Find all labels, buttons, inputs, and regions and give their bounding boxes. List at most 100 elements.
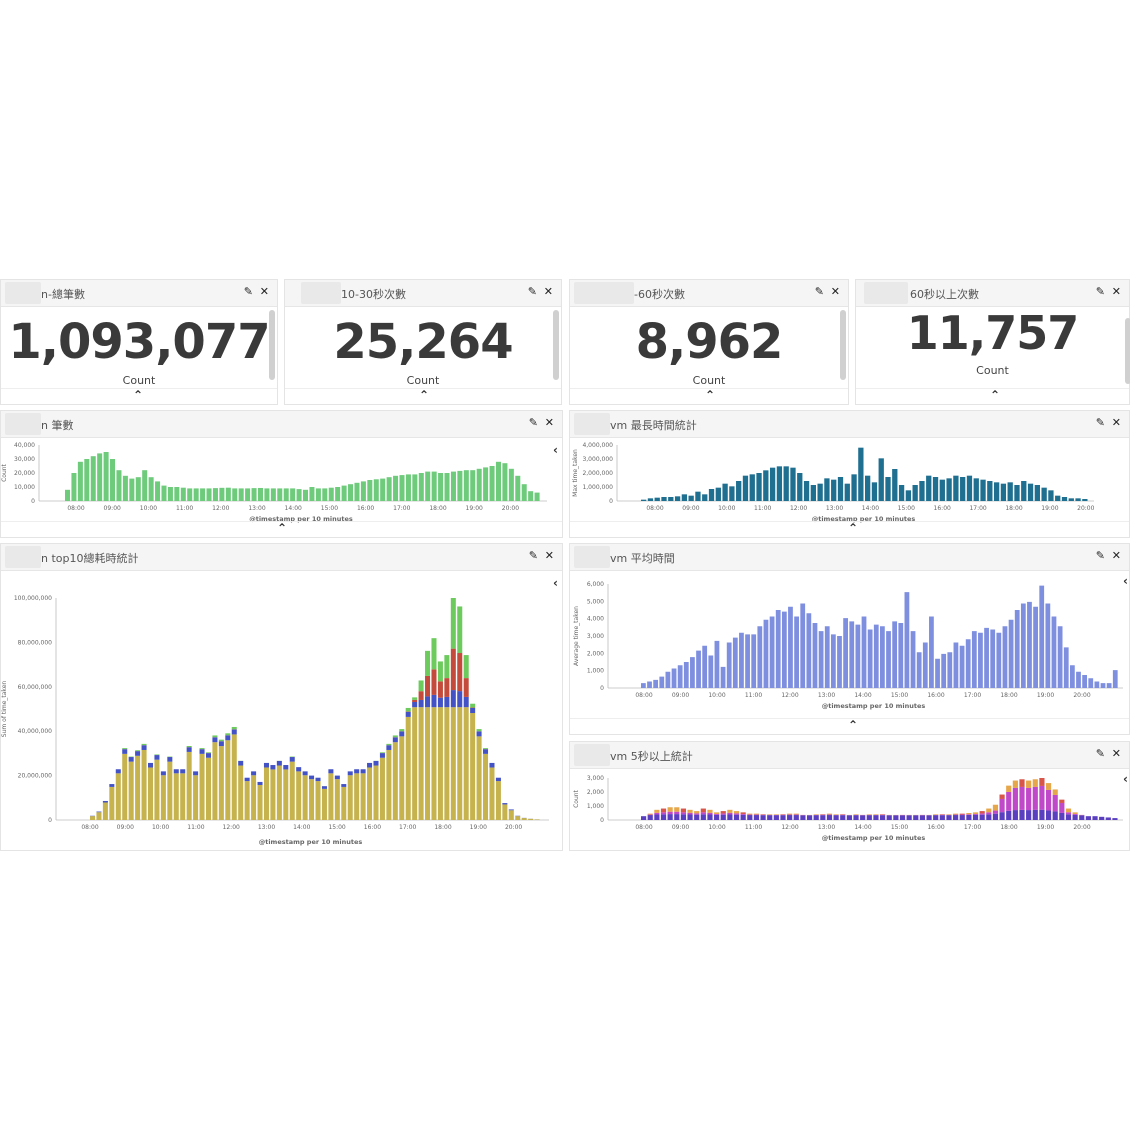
bar: [844, 483, 850, 501]
panel-title: n top10總耗時統計: [41, 552, 139, 565]
bar-segment: [476, 731, 482, 737]
bar-segment: [412, 707, 418, 820]
pencil-icon[interactable]: ✎: [1095, 285, 1105, 298]
close-icon[interactable]: ✕: [544, 416, 554, 429]
bar-segment: [707, 812, 713, 815]
panel-title: vm 平均時間: [610, 552, 675, 565]
bar: [966, 475, 973, 501]
bar: [1088, 678, 1094, 688]
bar: [212, 488, 218, 501]
scrollbar[interactable]: [269, 310, 275, 380]
bar-segment: [694, 811, 700, 814]
bar: [904, 592, 910, 688]
panel-footer-divider: [570, 521, 1129, 522]
y-tick-label: 4,000: [587, 616, 604, 623]
bar: [155, 481, 161, 501]
bar-segment: [360, 769, 366, 774]
bar-segment: [289, 757, 295, 762]
chevron-up-icon[interactable]: ⌃: [848, 521, 859, 535]
bar-segment: [840, 814, 846, 815]
chevron-up-icon[interactable]: ⌃: [277, 521, 288, 535]
bar-segment: [1072, 812, 1078, 814]
bar: [984, 627, 989, 688]
bar-segment: [238, 765, 244, 820]
bar-segment: [102, 802, 108, 820]
close-icon[interactable]: ✕: [1111, 747, 1121, 760]
pencil-icon[interactable]: ✎: [528, 549, 538, 562]
close-icon[interactable]: ✕: [830, 285, 840, 298]
close-icon[interactable]: ✕: [543, 285, 553, 298]
bar-segment: [122, 749, 128, 754]
bar-segment: [109, 784, 115, 787]
bar-segment: [1039, 785, 1045, 810]
bar-segment: [740, 813, 746, 815]
bar: [775, 610, 781, 688]
bar-segment: [199, 753, 205, 820]
x-tick-label: 09:00: [117, 824, 134, 831]
bar-segment: [437, 681, 443, 698]
scrollbar[interactable]: [840, 310, 846, 380]
bar-segment: [1085, 816, 1091, 820]
chevron-left-icon[interactable]: ‹: [1123, 772, 1128, 786]
pencil-icon[interactable]: ✎: [1095, 549, 1105, 562]
chevron-up-icon[interactable]: ⌃: [705, 388, 716, 402]
bar-segment: [654, 812, 660, 815]
bar-segment: [1019, 786, 1025, 810]
x-tick-label: 11:00: [745, 824, 762, 831]
x-tick-label: 09:00: [672, 692, 689, 699]
close-icon[interactable]: ✕: [1111, 416, 1121, 429]
bar: [251, 488, 257, 501]
close-icon[interactable]: ✕: [544, 549, 554, 562]
x-tick-label: 13:00: [258, 824, 275, 831]
pencil-icon[interactable]: ✎: [1095, 416, 1105, 429]
panel-title: 60秒以上次數: [910, 288, 979, 301]
bar: [878, 458, 884, 501]
bar-segment: [283, 769, 289, 820]
close-icon[interactable]: ✕: [1111, 285, 1121, 298]
bar-segment: [840, 815, 846, 820]
scrollbar[interactable]: [553, 310, 559, 380]
bar: [412, 474, 418, 501]
x-tick-label: 18:00: [429, 505, 446, 512]
bar: [898, 485, 905, 501]
scrollbar[interactable]: [1125, 318, 1130, 384]
bar: [769, 616, 775, 688]
bar-segment: [463, 678, 469, 697]
chevron-left-icon[interactable]: ‹: [553, 576, 558, 590]
pencil-icon[interactable]: ✎: [527, 285, 537, 298]
bar: [818, 631, 824, 688]
chevron-left-icon[interactable]: ‹: [1123, 574, 1128, 588]
chevron-up-icon[interactable]: ⌃: [990, 388, 1001, 402]
bar-segment: [1039, 809, 1045, 820]
panel-header: vm 5秒以上統計 ✎ ✕: [570, 742, 1129, 769]
pencil-icon[interactable]: ✎: [814, 285, 824, 298]
bar-segment: [412, 697, 418, 700]
bar: [122, 475, 128, 501]
x-tick-label: 15:00: [321, 505, 338, 512]
pencil-icon[interactable]: ✎: [528, 416, 538, 429]
chevron-left-icon[interactable]: ‹: [553, 443, 558, 457]
x-tick-label: 10:00: [718, 505, 735, 512]
bar: [769, 467, 776, 501]
pencil-icon[interactable]: ✎: [243, 285, 253, 298]
bar-segment: [667, 811, 673, 815]
bar-segment: [1052, 811, 1058, 820]
bar-segment: [733, 814, 740, 820]
bar: [905, 490, 912, 501]
bar-segment: [399, 731, 405, 737]
bar: [641, 683, 646, 688]
x-tick-label: 18:00: [1000, 692, 1017, 699]
pencil-icon[interactable]: ✎: [1095, 747, 1105, 760]
bar: [521, 484, 527, 501]
bar-segment: [873, 814, 879, 815]
close-icon[interactable]: ✕: [1111, 549, 1121, 562]
chevron-up-icon[interactable]: ⌃: [419, 388, 430, 402]
bar: [238, 488, 244, 501]
chevron-up-icon[interactable]: ⌃: [848, 718, 859, 732]
panel-header: n top10總耗時統計 ✎ ✕: [1, 544, 562, 571]
y-tick-label: 1,000: [587, 668, 604, 675]
close-icon[interactable]: ✕: [259, 285, 269, 298]
bar-segment: [860, 815, 866, 820]
bar: [763, 470, 769, 501]
chevron-up-icon[interactable]: ⌃: [133, 388, 144, 402]
